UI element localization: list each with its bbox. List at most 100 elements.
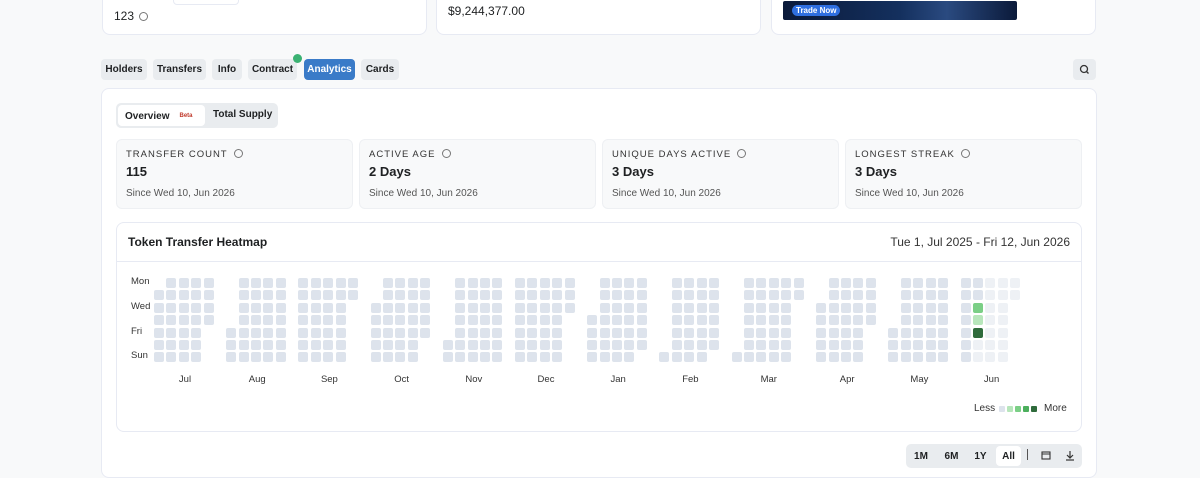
heatmap-cell <box>1010 290 1021 301</box>
heatmap-cell <box>298 290 309 301</box>
heatmap-cell <box>587 352 598 363</box>
heatmap-cell <box>696 352 707 363</box>
value-text: $9,244,377.00 <box>448 4 525 18</box>
heatmap-cell <box>492 327 503 338</box>
heatmap-cell <box>515 278 525 288</box>
heatmap-cell <box>888 352 899 363</box>
stat-label: UNIQUE DAYS ACTIVE <box>612 149 747 160</box>
tab[interactable]: Info <box>212 59 242 80</box>
heatmap-cell <box>973 302 983 313</box>
heatmap-cell <box>768 327 779 338</box>
heatmap-cell <box>166 352 177 363</box>
heatmap-cell <box>226 340 237 350</box>
divider <box>117 261 1081 262</box>
heatmap-cell <box>997 290 1008 301</box>
heatmap-cell <box>612 340 622 350</box>
heatmap-cell <box>744 352 754 363</box>
tab[interactable]: Holders <box>101 59 147 80</box>
heatmap-cell <box>178 340 189 350</box>
heatmap-cell <box>938 327 948 338</box>
banner[interactable]: Trade Now <box>783 1 1017 20</box>
heatmap-cell <box>756 352 767 363</box>
heatmap-cell <box>191 278 202 288</box>
heatmap-cell <box>275 278 286 288</box>
heatmap-cell <box>455 340 466 350</box>
heatmap-cell <box>828 340 839 350</box>
range-button[interactable]: 1Y <box>974 450 987 462</box>
heatmap-cell <box>938 352 948 363</box>
tab[interactable]: Contract <box>248 59 297 80</box>
trade-button[interactable]: Trade Now <box>792 5 841 16</box>
heatmap-cell <box>310 302 321 313</box>
heatmap-cell <box>671 278 682 288</box>
heatmap-cell <box>756 290 767 301</box>
heatmap-cell <box>263 340 274 350</box>
heatmap-cell <box>407 327 418 338</box>
heatmap-cell <box>238 302 249 313</box>
heatmap-cell <box>564 278 575 288</box>
heatmap-cell <box>587 327 598 338</box>
heatmap-cell <box>913 327 924 338</box>
heatmap-cell <box>865 278 876 288</box>
legend-swatch <box>1007 406 1013 412</box>
heatmap-cell <box>684 340 695 350</box>
heatmap-cell <box>480 315 490 326</box>
heatmap-cell <box>251 352 261 363</box>
heatmap-cell <box>744 315 754 326</box>
range-button[interactable]: 1M <box>914 450 928 462</box>
heatmap-cell <box>973 278 983 288</box>
heatmap-cell <box>913 302 924 313</box>
tab[interactable]: Analytics <box>304 59 355 80</box>
separator <box>1027 449 1028 460</box>
heatmap-cell <box>599 278 610 288</box>
heatmap-cell <box>527 340 538 350</box>
range-button[interactable]: All <box>996 446 1021 466</box>
heatmap-cell <box>226 327 237 338</box>
search-button[interactable] <box>1073 59 1096 80</box>
stat-value: 3 Days <box>612 164 654 179</box>
info-icon <box>441 149 451 158</box>
legend-swatch <box>1023 406 1029 412</box>
heatmap-cell <box>781 327 792 338</box>
overview-tab[interactable]: Overview Beta <box>118 105 205 126</box>
heatmap-cell <box>226 352 237 363</box>
holders-card: 123 <box>102 0 427 35</box>
heatmap-cell <box>335 278 346 288</box>
legend-more: More <box>1044 403 1067 414</box>
heatmap-cell <box>841 352 851 363</box>
heatmap-cell <box>973 315 983 326</box>
heatmap-cell <box>985 278 996 288</box>
heatmap-cell <box>985 352 996 363</box>
info-icon <box>960 149 970 158</box>
heatmap-cell <box>275 302 286 313</box>
tab[interactable]: Cards <box>361 59 399 80</box>
heatmap-cell <box>888 327 899 338</box>
heatmap-cell <box>684 352 695 363</box>
heatmap-cell <box>925 327 936 338</box>
heatmap-cell <box>853 315 864 326</box>
heatmap-cell <box>744 302 754 313</box>
heatmap-cell <box>671 327 682 338</box>
tab[interactable]: Transfers <box>153 59 206 80</box>
heatmap-cell <box>828 302 839 313</box>
toggle[interactable] <box>173 0 239 5</box>
total-supply-tab[interactable]: Total Supply <box>213 109 273 120</box>
heatmap-cell <box>781 340 792 350</box>
heatmap-cell <box>492 340 503 350</box>
range-button[interactable]: 6M <box>944 450 959 462</box>
day-label: Wed <box>131 300 151 312</box>
search-icon <box>1079 64 1089 74</box>
heatmap-cell <box>480 352 490 363</box>
heatmap-cell <box>612 302 622 313</box>
heatmap-cell <box>370 327 381 338</box>
heatmap-cell <box>191 340 202 350</box>
heatmap-cell <box>841 290 851 301</box>
month-label: Oct <box>394 374 409 385</box>
heatmap-cell <box>539 302 550 313</box>
heatmap-cell <box>191 302 202 313</box>
heatmap-cell <box>251 327 261 338</box>
heatmap-cell <box>383 302 393 313</box>
heatmap-cell <box>997 340 1008 350</box>
toolbar-icons[interactable] <box>1039 449 1079 463</box>
heatmap-cell <box>564 290 575 301</box>
